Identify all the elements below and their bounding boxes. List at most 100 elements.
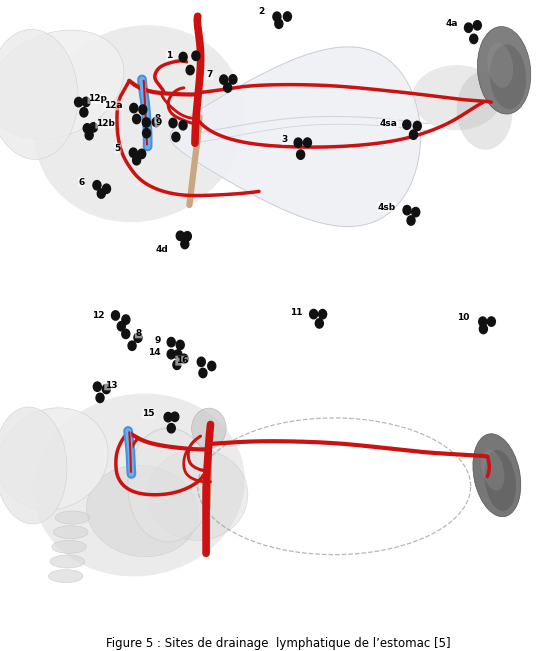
Circle shape	[171, 412, 179, 421]
Circle shape	[139, 105, 147, 115]
Text: 14: 14	[148, 348, 160, 357]
Ellipse shape	[481, 450, 505, 490]
Circle shape	[138, 149, 146, 159]
Circle shape	[480, 324, 487, 334]
Text: 4sb: 4sb	[377, 202, 395, 212]
Text: 12: 12	[92, 311, 105, 320]
Circle shape	[93, 180, 101, 190]
Circle shape	[487, 317, 495, 326]
Ellipse shape	[50, 555, 85, 568]
Circle shape	[174, 350, 182, 359]
Ellipse shape	[33, 394, 245, 576]
Circle shape	[128, 341, 136, 350]
Circle shape	[179, 120, 187, 130]
Text: 7: 7	[207, 70, 213, 79]
Polygon shape	[128, 428, 208, 542]
Circle shape	[80, 107, 88, 117]
Ellipse shape	[53, 526, 88, 539]
Circle shape	[470, 35, 478, 44]
Ellipse shape	[490, 44, 526, 109]
Text: 4sa: 4sa	[380, 119, 398, 128]
Ellipse shape	[34, 25, 245, 222]
Circle shape	[179, 52, 187, 62]
Circle shape	[85, 130, 93, 140]
Text: 8: 8	[135, 329, 141, 338]
Circle shape	[304, 138, 311, 147]
Circle shape	[134, 333, 142, 342]
Circle shape	[133, 115, 140, 124]
Circle shape	[143, 128, 150, 138]
Ellipse shape	[485, 450, 516, 511]
Text: 4a: 4a	[446, 19, 458, 28]
Ellipse shape	[148, 449, 248, 540]
Circle shape	[403, 120, 411, 130]
Circle shape	[164, 413, 172, 422]
Text: 6: 6	[79, 178, 85, 187]
Circle shape	[294, 138, 302, 147]
Circle shape	[208, 361, 216, 370]
Text: 3: 3	[282, 135, 288, 145]
Text: 9: 9	[155, 118, 162, 127]
Ellipse shape	[473, 434, 521, 517]
Text: 12a: 12a	[104, 101, 123, 110]
Circle shape	[111, 311, 120, 320]
Ellipse shape	[0, 30, 124, 139]
Ellipse shape	[86, 465, 198, 557]
Circle shape	[229, 75, 237, 84]
Circle shape	[90, 122, 97, 132]
Circle shape	[224, 83, 232, 92]
Circle shape	[167, 337, 175, 347]
Text: 10: 10	[457, 313, 469, 322]
Circle shape	[315, 319, 323, 328]
Circle shape	[409, 130, 418, 139]
Text: 1: 1	[167, 51, 173, 60]
Circle shape	[143, 118, 150, 127]
Circle shape	[403, 206, 411, 215]
Circle shape	[273, 12, 281, 21]
Ellipse shape	[52, 540, 86, 553]
Circle shape	[473, 21, 481, 30]
Text: 8: 8	[155, 114, 161, 123]
Circle shape	[152, 117, 160, 127]
Circle shape	[102, 384, 110, 394]
Circle shape	[167, 424, 175, 433]
Circle shape	[310, 309, 317, 319]
Circle shape	[129, 148, 138, 158]
Circle shape	[97, 189, 105, 199]
Circle shape	[122, 315, 130, 324]
Circle shape	[219, 75, 228, 84]
Ellipse shape	[477, 27, 531, 114]
Circle shape	[186, 65, 194, 75]
Ellipse shape	[0, 407, 67, 524]
Text: Figure 5 : Sites de drainage  lymphatique de l’estomac [5]: Figure 5 : Sites de drainage lymphatique…	[106, 637, 451, 650]
Circle shape	[478, 317, 487, 326]
Circle shape	[173, 360, 181, 370]
Circle shape	[199, 368, 207, 378]
Circle shape	[180, 354, 188, 363]
Ellipse shape	[0, 408, 108, 510]
Circle shape	[465, 23, 472, 33]
Text: 16: 16	[176, 356, 188, 365]
Circle shape	[83, 124, 91, 133]
Circle shape	[413, 121, 421, 131]
Ellipse shape	[457, 72, 512, 150]
Text: 12b: 12b	[96, 119, 115, 128]
Text: 12p: 12p	[88, 94, 107, 104]
Ellipse shape	[55, 511, 90, 524]
Circle shape	[192, 51, 200, 61]
Ellipse shape	[192, 408, 226, 449]
Circle shape	[197, 357, 206, 367]
Text: 9: 9	[154, 336, 160, 345]
Circle shape	[133, 156, 140, 165]
Text: 2: 2	[258, 7, 264, 16]
Ellipse shape	[0, 29, 78, 159]
Circle shape	[169, 118, 177, 128]
Circle shape	[96, 393, 104, 402]
Circle shape	[172, 132, 180, 142]
Circle shape	[319, 309, 326, 319]
Circle shape	[407, 215, 415, 225]
Ellipse shape	[487, 42, 513, 88]
Circle shape	[176, 231, 184, 240]
Circle shape	[284, 12, 291, 21]
Circle shape	[122, 329, 130, 339]
